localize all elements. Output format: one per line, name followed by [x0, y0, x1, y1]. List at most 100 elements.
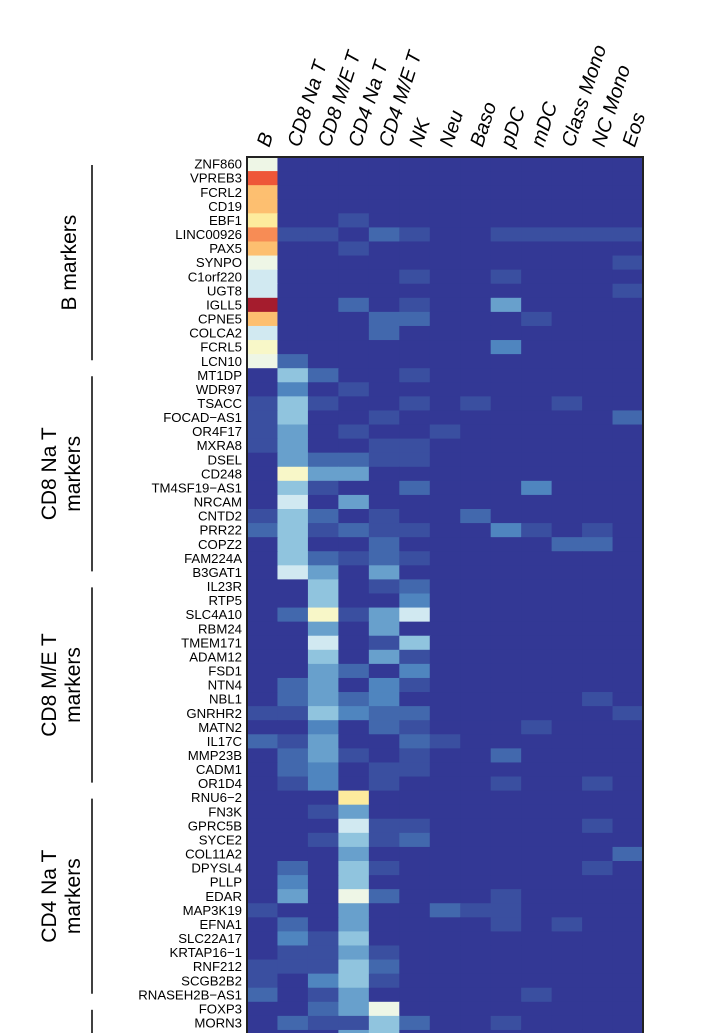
heatmap-cell	[612, 649, 644, 665]
heatmap-cell	[307, 790, 339, 806]
heatmap-cell	[368, 269, 400, 285]
heatmap-cell	[307, 931, 339, 947]
heatmap-cell	[429, 846, 461, 862]
heatmap-cell	[582, 424, 614, 440]
heatmap-cell	[612, 861, 644, 876]
heatmap-cell	[521, 227, 553, 243]
heatmap-cell	[521, 903, 553, 918]
heatmap-cell	[247, 973, 279, 989]
heatmap-cell	[307, 551, 339, 566]
heatmap-cell	[460, 692, 492, 707]
heatmap-cell	[368, 241, 400, 257]
heatmap-cell	[582, 171, 614, 186]
heatmap-cell	[490, 1029, 522, 1033]
heatmap-cell	[521, 537, 553, 552]
heatmap-cell	[338, 340, 370, 355]
heatmap-cell	[307, 396, 339, 412]
heatmap-cell	[399, 438, 431, 454]
heatmap-cell	[338, 368, 370, 383]
heatmap-cell	[307, 959, 339, 975]
heatmap-cell	[338, 889, 370, 904]
heatmap-cell	[307, 649, 339, 665]
heatmap-cell	[460, 1015, 492, 1031]
heatmap-cell	[399, 818, 431, 834]
heatmap-cell	[368, 396, 400, 412]
heatmap-cell	[277, 903, 309, 918]
heatmap-cell	[551, 227, 583, 243]
heatmap-cell	[551, 354, 583, 369]
column-label: Neu	[436, 108, 468, 150]
heatmap-cell	[460, 452, 492, 468]
heatmap-cell	[490, 283, 522, 299]
row-label: GPRC5B	[188, 818, 242, 833]
heatmap-cell	[277, 213, 309, 228]
heatmap-cell	[247, 748, 279, 764]
heatmap-cell	[521, 635, 553, 651]
heatmap-cell	[582, 185, 614, 200]
heatmap-cell	[307, 1001, 339, 1017]
heatmap-cell	[429, 410, 461, 426]
heatmap-cell	[307, 762, 339, 778]
heatmap-cell	[551, 790, 583, 806]
heatmap-cell	[490, 325, 522, 341]
heatmap-cell	[429, 762, 461, 778]
heatmap-cell	[612, 973, 644, 989]
heatmap-cell	[490, 607, 522, 623]
heatmap-cell	[551, 776, 583, 792]
row-label: SYNPO	[196, 255, 242, 270]
heatmap-cell	[338, 565, 370, 580]
heatmap-cell	[399, 255, 431, 271]
heatmap-cell	[460, 537, 492, 552]
heatmap-cell	[582, 1029, 614, 1033]
heatmap-cell	[521, 1029, 553, 1033]
heatmap-cell	[247, 199, 279, 214]
heatmap-cell	[582, 283, 614, 299]
heatmap-cell	[247, 509, 279, 524]
heatmap-cell	[460, 438, 492, 454]
heatmap-cell	[277, 720, 309, 735]
heatmap-cell	[368, 213, 400, 228]
heatmap-cell	[460, 185, 492, 200]
heatmap-cell	[612, 396, 644, 412]
heatmap-cell	[490, 762, 522, 778]
heatmap-cell	[612, 325, 644, 341]
heatmap-cell	[551, 509, 583, 524]
heatmap-cell	[490, 875, 522, 890]
heatmap-cell	[429, 579, 461, 595]
heatmap-cell	[368, 762, 400, 778]
heatmap-cell	[368, 537, 400, 552]
heatmap-cell	[460, 325, 492, 341]
heatmap-cell	[368, 959, 400, 975]
heatmap-cell	[612, 466, 644, 482]
heatmap-cell	[582, 199, 614, 214]
column-label: NK	[405, 115, 435, 150]
heatmap-cell	[338, 804, 370, 820]
heatmap-cell	[521, 889, 553, 904]
heatmap-cell	[429, 368, 461, 383]
heatmap-cell	[277, 269, 309, 285]
heatmap-cells	[247, 157, 644, 1033]
heatmap-cell	[338, 677, 370, 693]
heatmap-cell	[368, 903, 400, 918]
heatmap-cell	[368, 551, 400, 566]
heatmap-cell	[338, 509, 370, 524]
row-label: CD248	[201, 466, 242, 481]
heatmap-cell	[460, 846, 492, 862]
heatmap-cell	[612, 931, 644, 947]
heatmap-cell	[612, 804, 644, 820]
heatmap-cell	[368, 607, 400, 623]
heatmap-cell	[277, 734, 309, 749]
heatmap-cell	[582, 368, 614, 383]
heatmap-cell	[247, 227, 279, 243]
heatmap-cell	[582, 692, 614, 707]
heatmap-cell	[247, 297, 279, 313]
heatmap-cell	[429, 438, 461, 454]
heatmap-cell	[429, 565, 461, 580]
heatmap-cell	[429, 945, 461, 961]
heatmap-cell	[399, 311, 431, 327]
heatmap-cell	[612, 227, 644, 243]
heatmap-cell	[277, 157, 309, 172]
heatmap-cell	[582, 790, 614, 806]
heatmap-cell	[460, 762, 492, 778]
heatmap-cell	[551, 903, 583, 918]
